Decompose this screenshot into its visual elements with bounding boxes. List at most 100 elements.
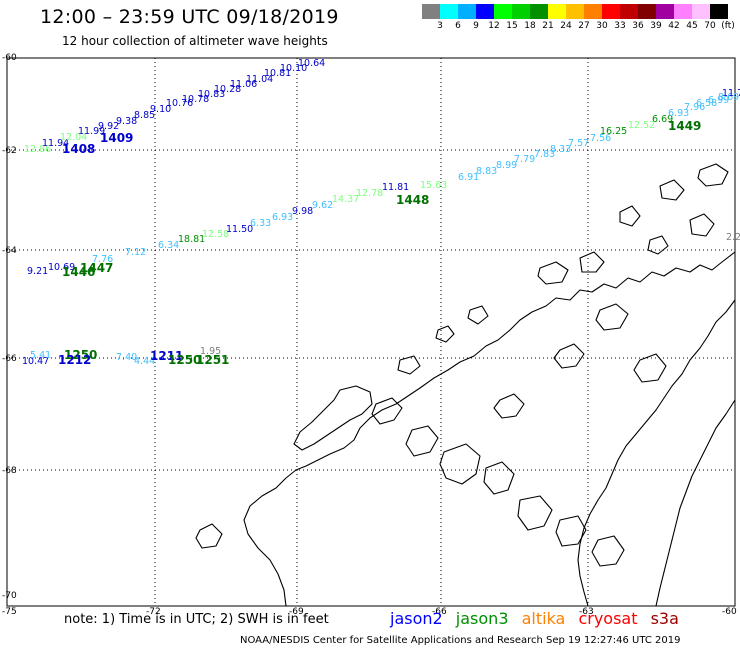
legend-swatch xyxy=(494,4,512,19)
swh-value: 11.81 xyxy=(382,182,409,193)
legend-swatch xyxy=(638,4,656,19)
legend-label: 18 xyxy=(524,21,536,31)
lon-label-60: -60 xyxy=(722,607,737,617)
swh-value: 8.33 xyxy=(550,144,571,155)
legend-label: 27 xyxy=(578,21,590,31)
legend-label: 36 xyxy=(632,21,644,31)
legend-label: 12 xyxy=(488,21,500,31)
swh-value: 9.62 xyxy=(312,200,333,211)
swh-value: 10.10 xyxy=(280,63,307,74)
swh-value: 7.57 xyxy=(568,138,589,149)
map-frame xyxy=(6,57,736,607)
legend-label: 9 xyxy=(473,21,479,31)
swh-value: 7.76 xyxy=(92,254,113,265)
swh-value: 18.81 xyxy=(178,234,205,245)
satellite-legend: jason2 jason3 altika cryosat s3a xyxy=(390,609,687,628)
legend-swatch xyxy=(476,4,494,19)
track-3: 9.21 10.69 7.76 7.12 6.34 18.81 12.58 11… xyxy=(27,182,429,279)
lat-label-70: -70 xyxy=(2,591,17,601)
swh-value: 2.2 xyxy=(726,232,740,243)
swh-value: 10.28 xyxy=(214,84,241,95)
swh-value: 6.33 xyxy=(250,218,271,229)
swh-value: 9.21 xyxy=(27,266,48,277)
lon-label-69: -69 xyxy=(289,607,304,617)
legend-swatch xyxy=(602,4,620,19)
swh-value: 6.91 xyxy=(458,172,479,183)
track-4: 10.47 5.41 7.40 4.44 1.95 1250 1212 1211… xyxy=(22,346,229,367)
swh-value: 12.52 xyxy=(628,120,655,131)
swh-value: 10.83 xyxy=(198,89,225,100)
legend-swatch xyxy=(458,4,476,19)
color-legend: 3 6 9 12 15 18 21 24 27 30 33 36 39 42 45 70 (ft) xyxy=(422,4,735,36)
legend-label: 21 xyxy=(542,21,554,31)
map-title: 12:00 – 23:59 UTC 09/18/2019 xyxy=(40,6,339,28)
swh-value: 11.04 xyxy=(246,74,273,85)
swh-value: 5.41 xyxy=(30,350,51,361)
swh-value: 6.34 xyxy=(158,240,179,251)
swh-value: 8.99 xyxy=(496,160,517,171)
legend-swatch xyxy=(674,4,692,19)
pass-label: 1408 xyxy=(62,142,95,156)
sat-s3a: s3a xyxy=(650,609,679,628)
swh-value: 12.86 xyxy=(24,144,51,155)
swh-value: 12.78 xyxy=(356,188,383,199)
pass-label: 1212 xyxy=(58,353,91,367)
legend-swatch xyxy=(548,4,566,19)
legend-label: 24 xyxy=(560,21,572,31)
legend-swatch xyxy=(656,4,674,19)
swh-value: 6.93 xyxy=(272,212,293,223)
lon-label-75: -75 xyxy=(2,607,17,617)
track-1: 12.86 11.94 12.04 11.99 9.92 9.38 8.85 9… xyxy=(24,58,325,156)
legend-label: 6 xyxy=(455,21,461,31)
legend-swatch xyxy=(710,4,728,19)
swh-value: 10.69 xyxy=(48,262,75,273)
swh-value: 7.96 xyxy=(684,102,705,113)
credit-line: NOAA/NESDIS Center for Satellite Applica… xyxy=(240,635,681,646)
swh-value: 7.79 xyxy=(514,154,535,165)
legend-swatch xyxy=(512,4,530,19)
legend-swatch xyxy=(584,4,602,19)
lat-label-62: -62 xyxy=(2,146,17,156)
swh-value: 7.12 xyxy=(125,247,146,258)
coastline xyxy=(195,163,736,607)
swh-value: 10.76 xyxy=(166,98,193,109)
pass-label: 1446 xyxy=(62,265,95,279)
lat-label-68: -68 xyxy=(2,466,17,476)
swh-value: 11.50 xyxy=(226,224,253,235)
swh-value: 10.64 xyxy=(298,58,325,69)
swh-value: 15.63 xyxy=(420,180,447,191)
swh-value: 8.85 xyxy=(134,110,155,121)
lat-label-66: -66 xyxy=(2,354,17,364)
swh-value: 8.69 xyxy=(718,92,739,103)
swh-value: 4.44 xyxy=(134,356,155,367)
swh-value: 9.92 xyxy=(98,121,119,132)
sat-jason2: jason2 xyxy=(390,609,443,628)
legend-swatch xyxy=(440,4,458,19)
pass-label: 1250 xyxy=(168,353,201,367)
sat-altika: altika xyxy=(521,609,566,628)
legend-swatch xyxy=(422,4,440,19)
lon-label-63: -63 xyxy=(579,607,594,617)
legend-label: 45 xyxy=(686,21,698,31)
legend-swatch xyxy=(566,4,584,19)
swh-value: 7.56 xyxy=(590,133,611,144)
pass-label: 1409 xyxy=(100,131,133,145)
legend-swatch xyxy=(530,4,548,19)
map-subtitle: 12 hour collection of altimeter wave hei… xyxy=(62,34,328,48)
swh-value: 14.37 xyxy=(332,194,359,205)
swh-value: 9.10 xyxy=(150,104,171,115)
pass-label: 1211 xyxy=(150,349,183,363)
lat-label-64: -64 xyxy=(2,246,17,256)
legend-label: 33 xyxy=(614,21,626,31)
sat-cryosat: cryosat xyxy=(578,609,638,628)
lon-label-66: -66 xyxy=(432,607,447,617)
legend-swatch xyxy=(692,4,710,19)
swh-value: 12.58 xyxy=(202,229,229,240)
graticule xyxy=(7,58,735,606)
sat-jason3: jason3 xyxy=(455,609,509,628)
swh-value: 12.04 xyxy=(60,132,87,143)
pass-label: 1250 xyxy=(64,348,97,362)
swh-value: 11.94 xyxy=(42,138,69,149)
lat-label-60: -60 xyxy=(2,53,17,63)
